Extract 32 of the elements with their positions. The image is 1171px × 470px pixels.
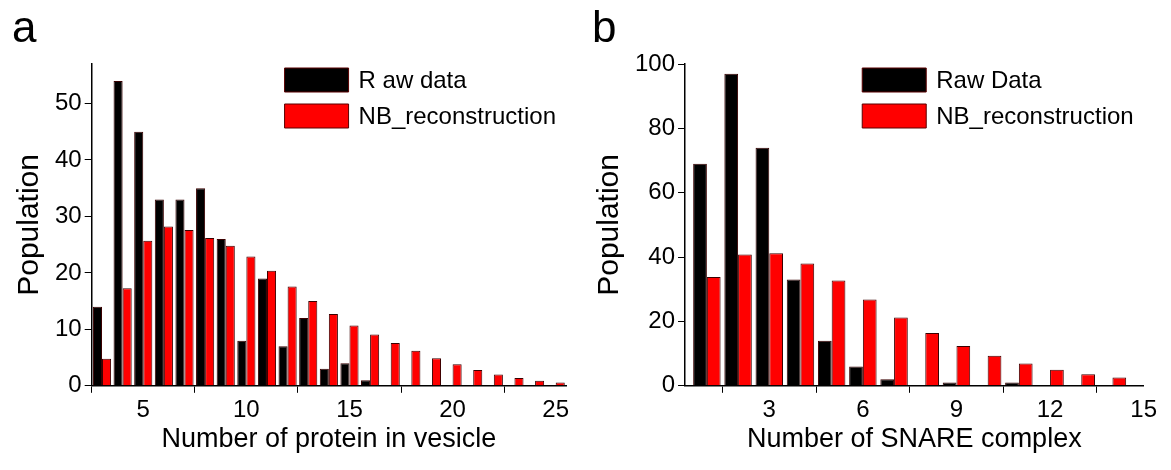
y-tick-label: 20 — [648, 306, 676, 334]
y-axis-title: Population — [591, 154, 625, 296]
y-tick-label: 0 — [661, 370, 676, 398]
legend-label: R aw data — [358, 65, 468, 93]
y-tick-label: 50 — [54, 88, 82, 116]
x-tick-label: 15 — [1130, 394, 1157, 422]
legend-label: NB_reconstruction — [358, 101, 557, 129]
y-tick-label: 40 — [54, 144, 82, 172]
x-tick-label: 15 — [336, 394, 363, 422]
x-axis-title: Number of SNARE complex — [747, 423, 1083, 454]
y-tick-label: 0 — [68, 370, 82, 398]
y-tick-label: 80 — [648, 112, 676, 140]
y-tick-label: 60 — [648, 177, 676, 205]
legend-label: Raw Data — [936, 65, 1043, 93]
x-tick-label: 10 — [233, 394, 260, 422]
x-tick-label: 25 — [542, 394, 570, 422]
x-tick-label: 5 — [136, 394, 150, 422]
y-axis-title: Population — [11, 154, 45, 296]
y-tick-label: 40 — [648, 241, 676, 269]
legend-label: NB_reconstruction — [936, 101, 1134, 129]
chart-title: b — [592, 2, 617, 52]
x-tick-label: 20 — [439, 394, 466, 422]
y-tick-label: 10 — [54, 313, 82, 341]
x-tick-label: 12 — [1036, 394, 1064, 422]
x-tick-label: 3 — [762, 394, 776, 422]
chart-title: a — [12, 2, 37, 52]
y-tick-label: 30 — [54, 201, 82, 229]
y-tick-label: 20 — [54, 257, 82, 285]
x-tick-label: 6 — [856, 394, 870, 422]
y-tick-label: 100 — [635, 48, 676, 76]
x-tick-label: 9 — [949, 394, 964, 422]
x-axis-title: Number of protein in vesicle — [161, 423, 497, 454]
